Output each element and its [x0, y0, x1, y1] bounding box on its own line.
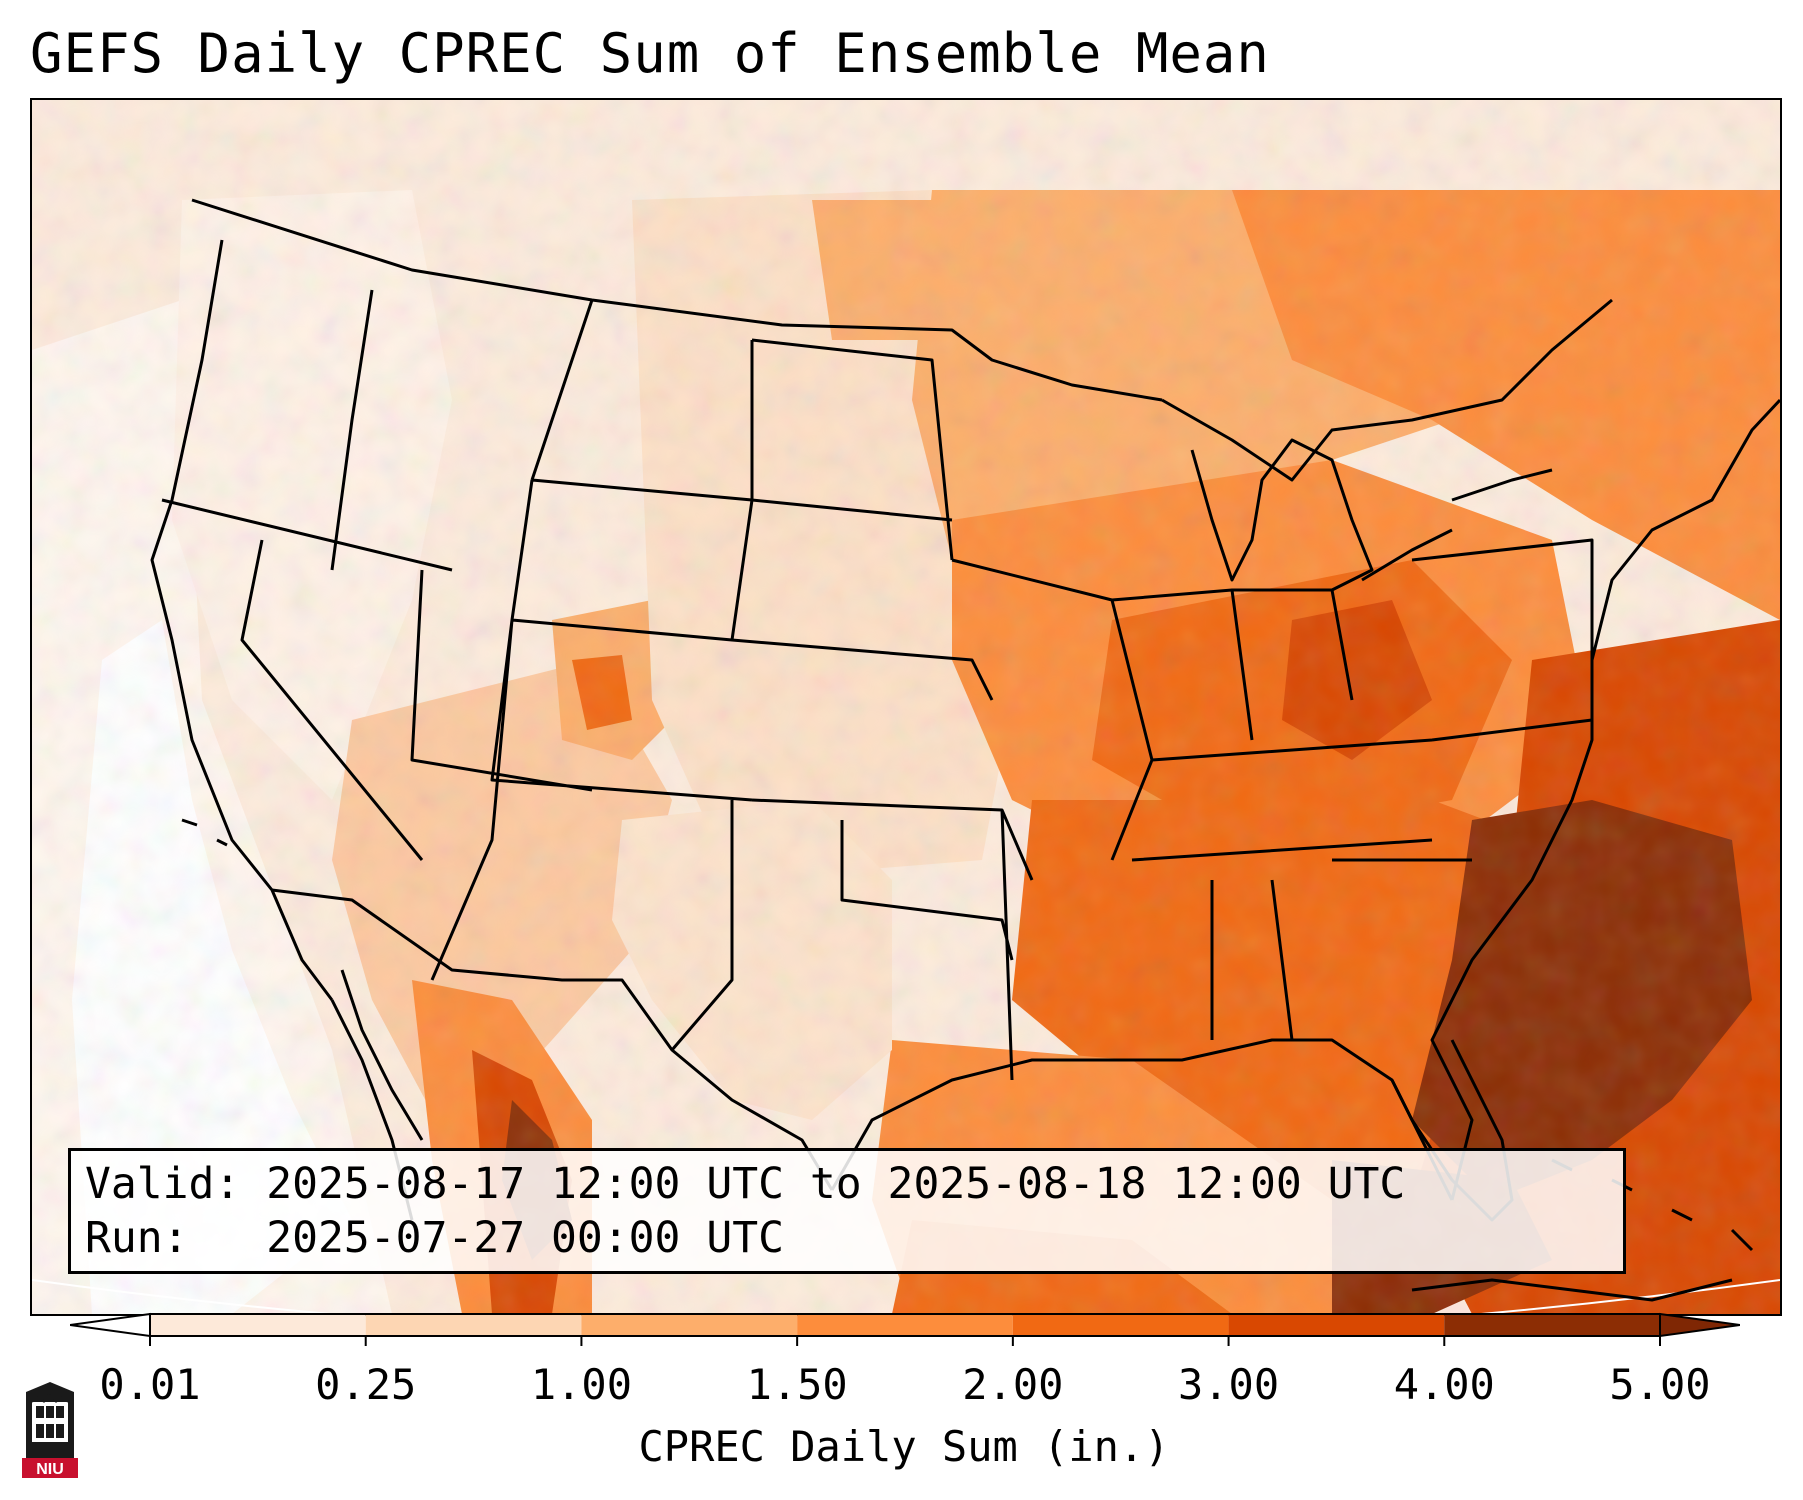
map-panel: Valid: 2025-08-17 12:00 UTC to 2025-08-1…: [30, 98, 1782, 1316]
mexico-us-border: [271, 888, 834, 1191]
valid-value: 2025-08-17 12:00 UTC to 2025-08-18 12:00…: [266, 1159, 1406, 1209]
colorbar-segment: [365, 1314, 582, 1336]
state-lines-central: [670, 338, 1034, 1081]
colorbar-under-arrow: [70, 1312, 151, 1338]
california-channel-islands: [181, 818, 228, 847]
colorbar-tick-label: 1.00: [530, 1360, 632, 1409]
gulf-of-california: [340, 969, 424, 1141]
niu-logo-text: NIU: [36, 1461, 64, 1478]
colorbar: [70, 1312, 1740, 1346]
colorbar-tick-label: 1.50: [746, 1360, 848, 1409]
colorbar-tick-label: 0.01: [99, 1360, 201, 1409]
atlantic-coast: [1430, 398, 1780, 1201]
boundaries: [150, 198, 1780, 1302]
colorbar-ticks: [149, 1336, 1661, 1346]
colorbar-segment: [797, 1314, 1013, 1336]
colorbar-segments: [149, 1313, 1661, 1337]
great-lakes-michigan: [1190, 438, 1374, 592]
cuba-outline: [1411, 1278, 1733, 1302]
grid-texture: [32, 100, 1780, 1314]
run-line: Run: 2025-07-27 00:00 UTC: [85, 1211, 1623, 1265]
colorbar-tick-label: 2.00: [962, 1360, 1064, 1409]
page-title: GEFS Daily CPREC Sum of Ensemble Mean: [30, 22, 1270, 85]
valid-label: Valid:: [85, 1159, 241, 1209]
colorbar-tick-label: 0.25: [315, 1360, 417, 1409]
colorbar-segment: [150, 1314, 366, 1336]
colorbar-segment: [1012, 1314, 1229, 1336]
us-canada-border: [191, 198, 1163, 402]
colorbar-segment: [1444, 1314, 1660, 1336]
colorbar-tick-label: 4.00: [1393, 1360, 1495, 1409]
great-lakes-erie-ontario: [1361, 468, 1553, 582]
projection-edge: [32, 1279, 1780, 1314]
colorbar-tick-label: 3.00: [1177, 1360, 1280, 1409]
canada-lakes-border: [1161, 298, 1613, 482]
valid-line: Valid: 2025-08-17 12:00 UTC to 2025-08-1…: [85, 1157, 1623, 1211]
colorbar-over-arrow: [1659, 1312, 1740, 1338]
run-label: Run:: [85, 1213, 189, 1263]
colorbar-segment: [1228, 1314, 1445, 1336]
precipitation-map: [32, 100, 1780, 1314]
niu-university-logo-icon: NIU: [22, 1382, 78, 1478]
colorbar-axis-label: CPREC Daily Sum (in.): [638, 1422, 1170, 1471]
west-coast: [150, 239, 334, 1001]
colorbar-segment: [581, 1314, 798, 1336]
valid-run-info-box: Valid: 2025-08-17 12:00 UTC to 2025-08-1…: [68, 1148, 1626, 1274]
colorbar-tick-label: 5.00: [1609, 1360, 1711, 1409]
state-lines-west: [161, 289, 754, 981]
run-value: 2025-07-27 00:00 UTC: [266, 1213, 784, 1263]
